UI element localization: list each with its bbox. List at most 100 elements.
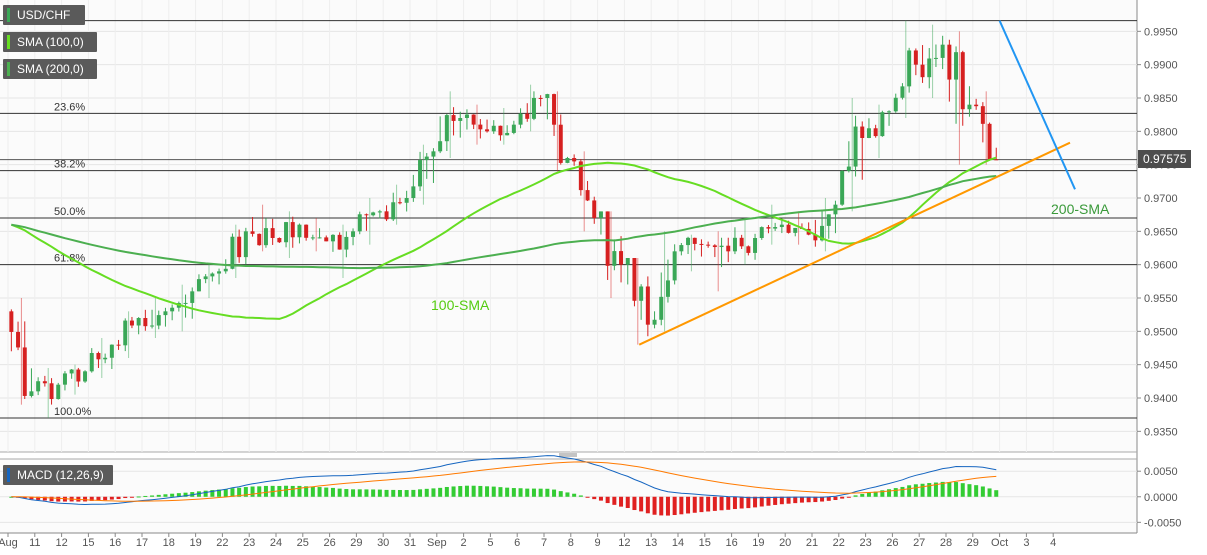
candle-body bbox=[632, 258, 637, 301]
macd-histogram-bar bbox=[605, 496, 610, 504]
date-tick-label: 23 bbox=[243, 537, 255, 549]
macd-histogram-bar bbox=[518, 488, 523, 497]
candle-body bbox=[967, 104, 972, 110]
macd-histogram-bar bbox=[230, 488, 235, 497]
price-tick-label: 0.9650 bbox=[1144, 226, 1178, 238]
macd-histogram-bar bbox=[645, 496, 650, 514]
candle-body bbox=[505, 132, 510, 136]
macd-histogram-bar bbox=[36, 496, 41, 500]
macd-histogram-bar bbox=[284, 485, 289, 497]
price-tick-label: 0.9400 bbox=[1144, 393, 1178, 405]
macd-histogram-bar bbox=[598, 496, 603, 501]
price-tick-label: 0.9350 bbox=[1144, 426, 1178, 438]
macd-histogram-bar bbox=[42, 496, 47, 501]
macd-histogram-bar bbox=[183, 492, 188, 497]
legend-symbol[interactable]: USD/CHF bbox=[3, 5, 85, 25]
macd-histogram-bar bbox=[391, 489, 396, 497]
candle-body bbox=[933, 57, 938, 59]
candle-body bbox=[612, 251, 617, 266]
moving-averages bbox=[10, 156, 997, 320]
date-tick-label: 22 bbox=[216, 537, 228, 549]
macd-histogram-bar bbox=[853, 495, 858, 497]
candle-body bbox=[36, 381, 41, 392]
candle-body bbox=[304, 224, 309, 238]
macd-histogram-bar bbox=[418, 489, 423, 497]
macd-histogram-bar bbox=[766, 496, 771, 506]
macd-histogram-bar bbox=[572, 493, 577, 497]
macd-histogram-bar bbox=[237, 487, 242, 497]
symbol-swatch bbox=[7, 8, 10, 22]
macd-histogram-bar bbox=[116, 496, 121, 500]
macd-histogram-bar bbox=[726, 496, 731, 510]
candle-body bbox=[538, 97, 543, 99]
candle-body bbox=[853, 126, 858, 167]
macd-histogram-bar bbox=[960, 483, 965, 497]
resistance-trendline bbox=[998, 20, 1076, 190]
macd-swatch bbox=[7, 468, 10, 482]
macd-histogram-bar bbox=[217, 489, 222, 497]
macd-histogram-bar bbox=[545, 488, 550, 497]
candle-body bbox=[572, 158, 577, 162]
candle-body bbox=[123, 320, 128, 346]
macd-histogram-bar bbox=[786, 496, 791, 504]
price-tick-label: 0.9700 bbox=[1144, 193, 1178, 205]
candle-body bbox=[250, 231, 255, 234]
candle-body bbox=[143, 318, 148, 327]
date-tick-label: 20 bbox=[779, 537, 791, 549]
candle-body bbox=[109, 344, 114, 358]
macd-histogram-bar bbox=[150, 495, 155, 497]
fib-level-label: 50.0% bbox=[54, 206, 85, 218]
macd-histogram-bar bbox=[317, 487, 322, 497]
legend-sma200[interactable]: SMA (200,0) bbox=[3, 59, 97, 79]
price-tick-label: 0.9850 bbox=[1144, 93, 1178, 105]
candle-body bbox=[42, 381, 47, 384]
candle-body bbox=[692, 237, 697, 244]
candle-body bbox=[156, 315, 161, 326]
macd-histogram-bar bbox=[706, 496, 711, 512]
candle-body bbox=[116, 344, 121, 346]
fib-level-label: 100.0% bbox=[54, 406, 92, 418]
macd-histogram-bar bbox=[223, 489, 228, 497]
date-tick-label: 19 bbox=[752, 537, 764, 549]
candle-body bbox=[464, 114, 469, 118]
candle-body bbox=[746, 246, 751, 253]
macd-histogram-bar bbox=[974, 485, 979, 497]
candle-body bbox=[820, 225, 825, 241]
macd-histogram-bar bbox=[176, 493, 181, 497]
support-trendline bbox=[638, 141, 1071, 346]
candle-body bbox=[679, 245, 684, 252]
macd-histogram-bar bbox=[893, 488, 898, 497]
sma100-line bbox=[10, 156, 997, 320]
candle-body bbox=[9, 311, 14, 332]
macd-histogram-bar bbox=[491, 486, 496, 497]
candle-body bbox=[210, 273, 215, 277]
date-tick-label: 12 bbox=[618, 537, 630, 549]
candle-body bbox=[766, 227, 771, 229]
candle-body bbox=[150, 325, 155, 327]
macd-histogram-bar bbox=[371, 489, 376, 497]
candle-body bbox=[196, 279, 201, 292]
legend-sma100[interactable]: SMA (100,0) bbox=[3, 32, 97, 52]
date-tick-label: 15 bbox=[699, 537, 711, 549]
candle-body bbox=[217, 271, 222, 274]
macd-histogram-bar bbox=[639, 496, 644, 512]
candle-body bbox=[485, 129, 490, 132]
candle-body bbox=[364, 214, 369, 216]
fib-level-label: 23.6% bbox=[54, 101, 85, 113]
macd-histogram-bar bbox=[364, 489, 369, 497]
macd-histogram-bar bbox=[438, 487, 443, 497]
candle-body bbox=[860, 126, 865, 138]
macd-histogram-bar bbox=[257, 486, 262, 497]
candle-body bbox=[471, 114, 476, 125]
candle-body bbox=[511, 124, 516, 133]
macd-signal-line bbox=[11, 461, 997, 502]
candle-body bbox=[89, 353, 94, 372]
panel-resize-handle[interactable] bbox=[559, 453, 577, 457]
macd-histogram-bar bbox=[109, 496, 114, 500]
legend-macd[interactable]: MACD (12,26,9) bbox=[3, 465, 113, 485]
macd-histogram-bar bbox=[210, 490, 215, 497]
macd-histogram-bar bbox=[659, 496, 664, 516]
candle-body bbox=[712, 245, 717, 248]
candle-body bbox=[357, 214, 362, 232]
candle-body bbox=[994, 159, 999, 161]
